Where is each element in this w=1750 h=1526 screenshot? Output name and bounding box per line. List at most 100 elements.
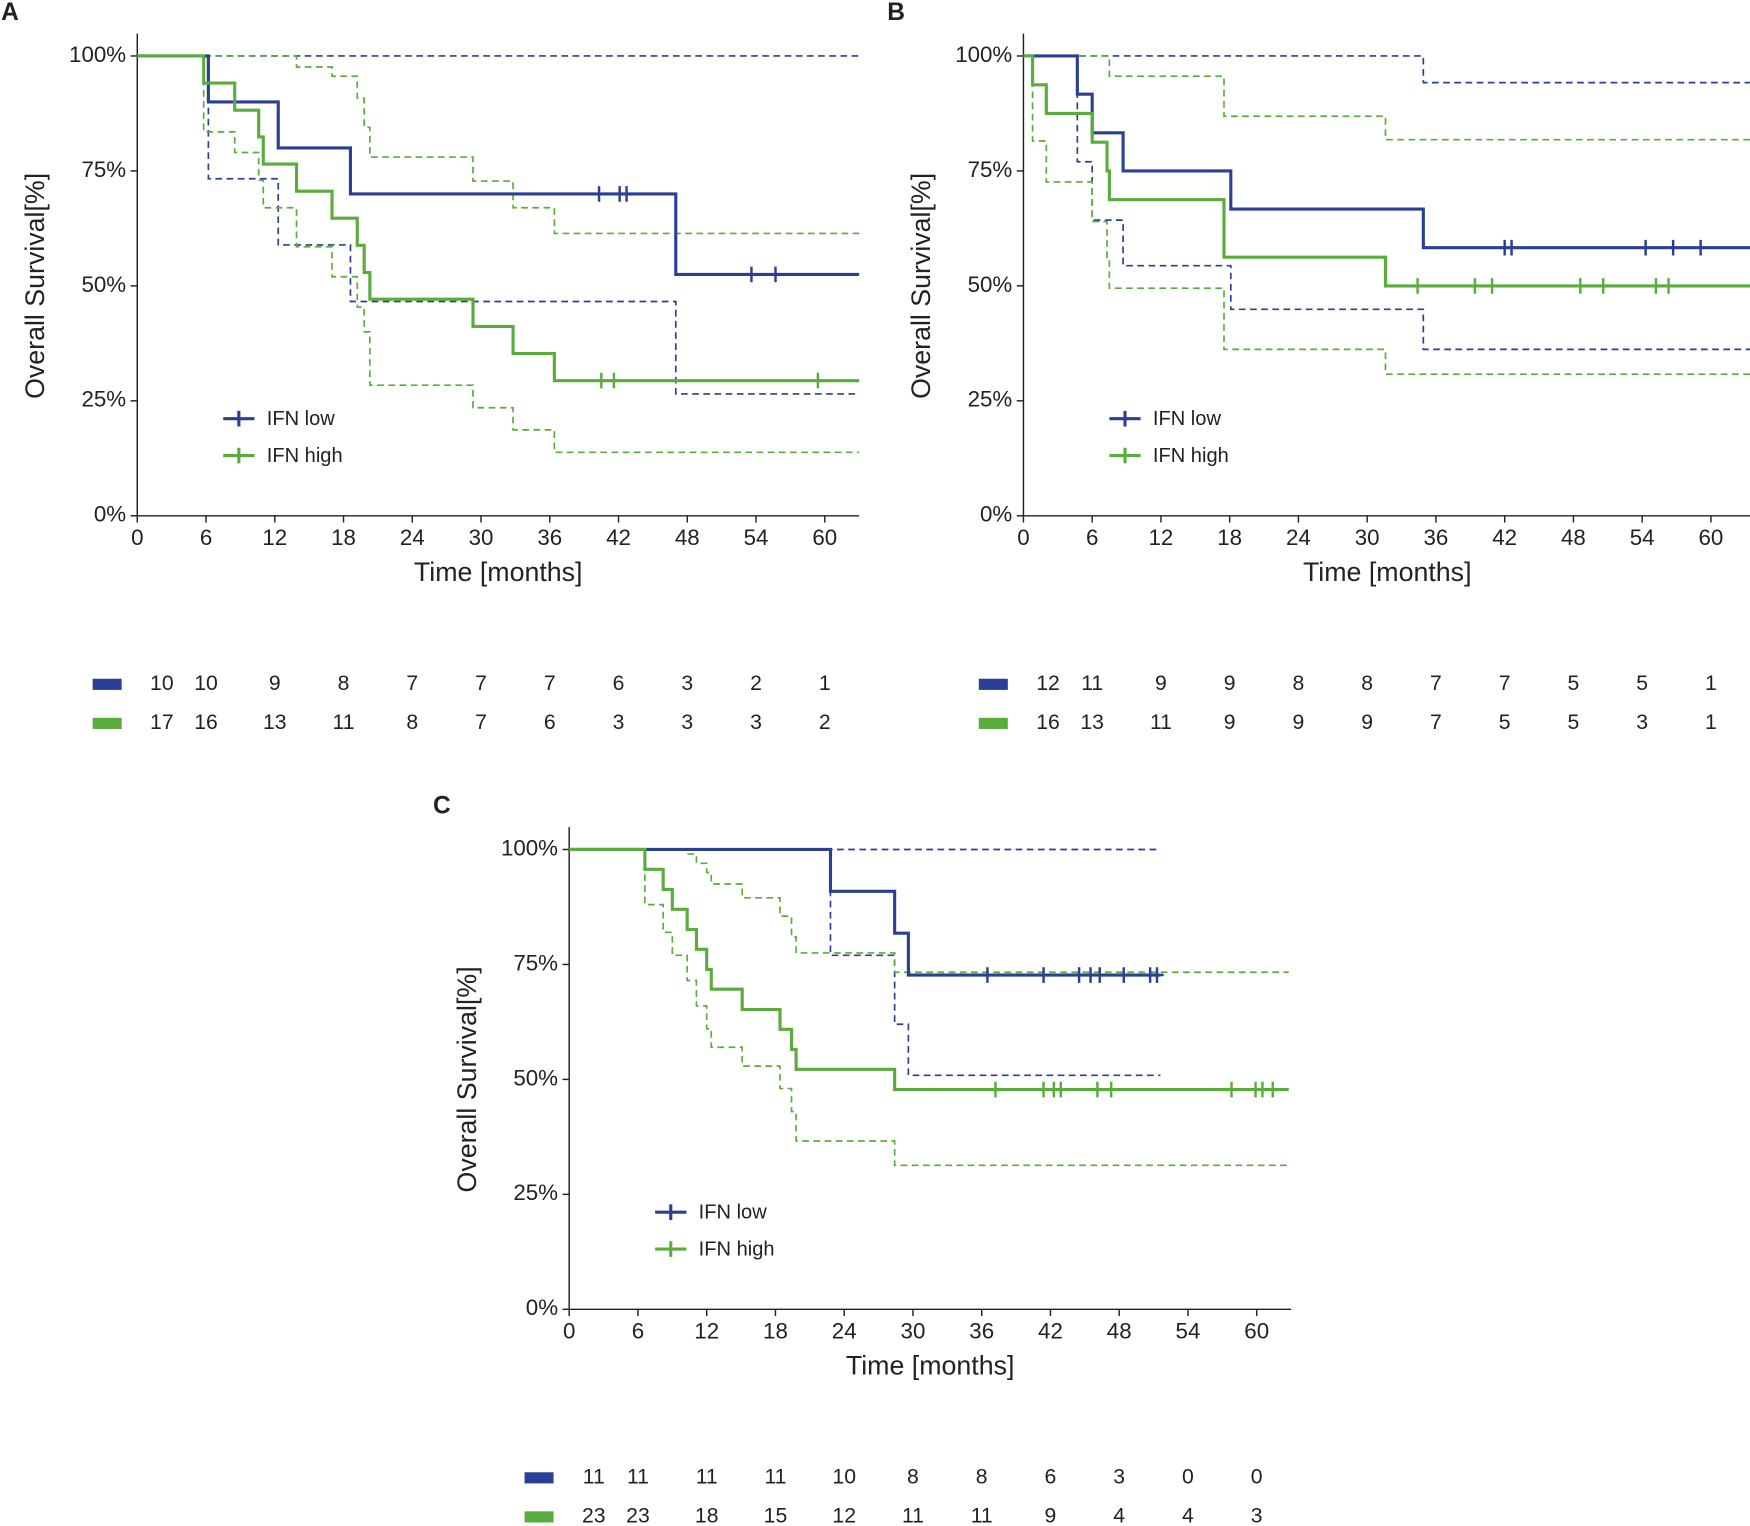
censor-mark xyxy=(988,1081,1003,1098)
y-tick-label: 75% xyxy=(968,157,1013,182)
risk-count: 2 xyxy=(750,672,762,695)
risk-count: 17 xyxy=(150,711,174,734)
risk-count: 11 xyxy=(1081,672,1103,695)
risk-count: 7 xyxy=(475,711,487,734)
censor-mark xyxy=(619,186,634,202)
x-tick-label: 0 xyxy=(131,525,143,550)
x-axis-label: Time [months] xyxy=(846,1350,1015,1380)
censor-mark xyxy=(744,266,759,283)
censor-mark xyxy=(768,266,783,283)
censor-mark xyxy=(1468,278,1482,294)
risk-count: 7 xyxy=(1499,672,1511,695)
x-tick-label: 60 xyxy=(812,525,837,550)
risk-count: 11 xyxy=(583,1465,605,1488)
risk-count: 5 xyxy=(1568,711,1580,734)
y-axis-label: Overall Survival[%] xyxy=(452,966,482,1192)
x-tick-label: 12 xyxy=(1149,525,1174,550)
risk-count: 3 xyxy=(613,711,625,734)
legend-swatch xyxy=(655,1241,687,1257)
legend-label: IFN low xyxy=(1153,408,1222,430)
confidence-band xyxy=(137,55,860,454)
risk-count: 10 xyxy=(150,672,174,695)
censor-mark xyxy=(1666,239,1680,256)
censor-mark xyxy=(1072,967,1086,983)
risk-swatch xyxy=(978,678,1008,690)
legend-label: IFN high xyxy=(267,445,343,467)
risk-count: 3 xyxy=(681,672,693,695)
risk-count: 3 xyxy=(750,711,762,734)
risk-swatch xyxy=(978,717,1008,729)
x-tick-label: 42 xyxy=(1492,525,1517,550)
censor-mark xyxy=(980,967,995,983)
censor-mark xyxy=(1661,278,1676,294)
risk-count: 7 xyxy=(406,672,418,695)
legend-swatch xyxy=(223,447,255,464)
risk-count: 3 xyxy=(681,711,693,734)
risk-count: 12 xyxy=(1036,672,1060,695)
censor-mark xyxy=(1036,967,1051,983)
x-tick-label: 48 xyxy=(1561,525,1586,550)
censor-mark xyxy=(1596,278,1610,294)
risk-count: 9 xyxy=(269,672,281,695)
x-tick-label: 24 xyxy=(1286,525,1311,550)
risk-count: 0 xyxy=(1182,1465,1194,1488)
x-tick-label: 42 xyxy=(1038,1319,1063,1344)
risk-count: 8 xyxy=(976,1465,988,1488)
x-tick-label: 24 xyxy=(832,1319,857,1344)
risk-count: 7 xyxy=(544,672,556,695)
risk-count: 1 xyxy=(1705,711,1717,734)
x-tick-label: 6 xyxy=(1086,525,1098,550)
panel: A0%25%50%75%100%0 6 12 18 24 30 36 42 48 54 60Time… xyxy=(1,0,860,734)
x-tick-label: 36 xyxy=(1424,525,1449,550)
x-tick-label: 30 xyxy=(469,525,494,550)
censor-mark xyxy=(1504,239,1519,256)
x-tick-label: 36 xyxy=(537,525,562,550)
censor-mark xyxy=(592,186,606,202)
y-tick-label: 0% xyxy=(94,502,126,527)
legend-swatch xyxy=(223,410,255,427)
risk-count: 9 xyxy=(1224,711,1236,734)
survival-curve xyxy=(137,54,860,276)
risk-count: 23 xyxy=(626,1504,650,1526)
risk-count: 4 xyxy=(1113,1504,1125,1526)
risk-count: 23 xyxy=(582,1504,606,1526)
risk-count: 11 xyxy=(696,1465,718,1488)
x-tick-label: 12 xyxy=(694,1319,719,1344)
censor-mark xyxy=(594,372,609,389)
panel-label: B xyxy=(887,0,905,26)
x-tick-label: 54 xyxy=(744,525,769,550)
confidence-band xyxy=(1023,55,1750,375)
risk-count: 5 xyxy=(1568,672,1580,695)
confidence-band xyxy=(1023,55,1750,141)
risk-count: 10 xyxy=(832,1465,856,1488)
risk-count: 9 xyxy=(1155,672,1167,695)
x-tick-label: 54 xyxy=(1630,525,1655,550)
x-tick-label: 36 xyxy=(969,1319,994,1344)
risk-count: 9 xyxy=(1045,1504,1057,1526)
confidence-band xyxy=(137,55,860,235)
y-tick-label: 25% xyxy=(81,387,126,412)
risk-count: 11 xyxy=(333,711,355,734)
risk-count: 3 xyxy=(1113,1465,1125,1488)
confidence-band xyxy=(1023,55,1750,84)
y-tick-label: 0% xyxy=(526,1295,558,1320)
risk-swatch xyxy=(524,1511,554,1523)
x-tick-label: 6 xyxy=(200,525,212,550)
y-tick-label: 25% xyxy=(513,1180,558,1205)
legend-swatch xyxy=(655,1204,687,1221)
risk-swatch xyxy=(92,717,122,729)
x-tick-label: 30 xyxy=(901,1319,926,1344)
survival-curve xyxy=(569,847,1289,1092)
x-tick-label: 54 xyxy=(1176,1319,1201,1344)
censor-mark xyxy=(607,372,621,389)
risk-count: 8 xyxy=(406,711,418,734)
risk-count: 9 xyxy=(1224,672,1236,695)
risk-count: 7 xyxy=(1430,672,1442,695)
risk-count: 16 xyxy=(194,711,218,734)
censor-mark xyxy=(1150,967,1164,983)
risk-count: 15 xyxy=(764,1504,788,1526)
confidence-band xyxy=(1023,55,1750,351)
legend-label: IFN high xyxy=(1153,445,1229,467)
risk-count: 3 xyxy=(1636,711,1648,734)
y-axis-label: Overall Survival[%] xyxy=(20,173,50,399)
